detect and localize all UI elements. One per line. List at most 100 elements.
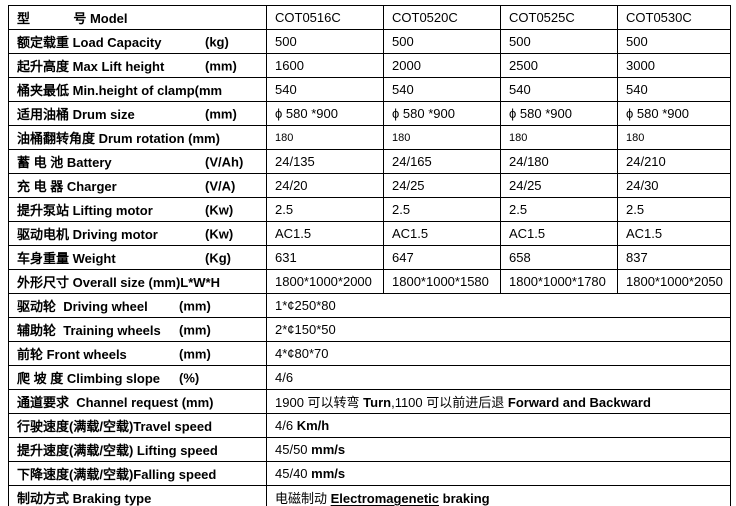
row-label: 辅助轮 Training wheels bbox=[17, 323, 161, 338]
spec-value-cell: ϕ 580 *900 bbox=[383, 101, 501, 126]
spec-label-cell: 制动方式 Braking type bbox=[8, 485, 267, 506]
spec-value-cell: AC1.5 bbox=[383, 221, 501, 246]
value-segment: 45/50 bbox=[275, 442, 312, 457]
table-row: 下降速度(满载/空载)Falling speed 45/40 mm/s bbox=[8, 461, 731, 486]
spec-value-cell: 540 bbox=[500, 77, 618, 102]
spec-merged-value-cell: 4/6 bbox=[266, 365, 731, 390]
spec-value-cell: ϕ 580 *900 bbox=[617, 101, 731, 126]
spec-value-cell: 24/25 bbox=[383, 173, 501, 198]
table-row: 外形尺寸 Overall size (mm)L*W*H 1800*1000*200… bbox=[8, 269, 731, 294]
spec-value-cell: 24/30 bbox=[617, 173, 731, 198]
spec-value-cell: 647 bbox=[383, 245, 501, 270]
row-label: 适用油桶 Drum size bbox=[17, 107, 135, 122]
spec-label-cell: 适用油桶 Drum size (mm) bbox=[8, 101, 267, 126]
spec-value-cell: COT0530C bbox=[617, 5, 731, 30]
spec-value-cell: ϕ 580 *900 bbox=[266, 101, 384, 126]
spec-value-cell: 500 bbox=[617, 29, 731, 54]
row-unit: (kg) bbox=[205, 34, 229, 49]
row-label: 充 电 器 Charger bbox=[17, 179, 117, 194]
spec-value-cell: 1800*1000*2050 bbox=[617, 269, 731, 294]
spec-value-cell: 837 bbox=[617, 245, 731, 270]
value-segment: 4*¢80*70 bbox=[275, 346, 329, 361]
spec-value-cell: 540 bbox=[266, 77, 384, 102]
spec-value-cell: 1800*1000*1580 bbox=[383, 269, 501, 294]
row-unit: (mm) bbox=[179, 322, 211, 337]
row-label: 驱动电机 Driving motor bbox=[17, 227, 158, 242]
spec-label-cell: 前轮 Front wheels (mm) bbox=[8, 341, 267, 366]
spec-label-cell: 额定载重 Load Capacity (kg) bbox=[8, 29, 267, 54]
spec-label-cell: 驱动电机 Driving motor (Kw) bbox=[8, 221, 267, 246]
misspelled-word: Electromagenetic bbox=[331, 491, 439, 506]
spec-value-cell: 2.5 bbox=[617, 197, 731, 222]
row-label: 外形尺寸 Overall size (mm)L*W*H bbox=[17, 275, 220, 290]
row-label: 额定载重 Load Capacity bbox=[17, 35, 162, 50]
spec-value-cell: 500 bbox=[266, 29, 384, 54]
table-row: 前轮 Front wheels (mm) 4*¢80*70 bbox=[8, 341, 731, 366]
table-row: 起升高度 Max Lift height (mm) 1600 2000 2500 3000 bbox=[8, 53, 731, 78]
row-label: 制动方式 Braking type bbox=[17, 491, 152, 506]
spec-label-cell: 提升速度(满载/空载) Lifting speed bbox=[8, 437, 267, 462]
spec-label-cell: 下降速度(满载/空载)Falling speed bbox=[8, 461, 267, 486]
table-row: 油桶翻转角度 Drum rotation (mm) 180 180 180 180 bbox=[8, 125, 731, 150]
row-unit: (V/A) bbox=[205, 178, 236, 193]
spec-label-cell: 外形尺寸 Overall size (mm)L*W*H bbox=[8, 269, 267, 294]
row-label: 提升速度(满载/空载) Lifting speed bbox=[17, 443, 218, 458]
spec-label-cell: 驱动轮 Driving wheel (mm) bbox=[8, 293, 267, 318]
spec-merged-value-cell: 电磁制动 Electromagenetic braking bbox=[266, 485, 731, 506]
row-label: 爬 坡 度 Climbing slope bbox=[17, 371, 161, 386]
spec-value-cell: 180 bbox=[266, 125, 384, 150]
spec-label-cell: 型 号 Model bbox=[8, 5, 267, 30]
spec-table: 型 号 Model COT0516C COT0520C COT0525C COT0530… bbox=[8, 5, 731, 506]
spec-value-cell: 540 bbox=[383, 77, 501, 102]
table-row: 车身重量 Weight (Kg) 631 647 658 837 bbox=[8, 245, 731, 270]
value-segment: ,1100 可以前进后退 bbox=[391, 395, 508, 410]
spec-value-cell: COT0525C bbox=[500, 5, 618, 30]
row-label: 行驶速度(满载/空载)Travel speed bbox=[17, 419, 213, 434]
table-row: 桶夹最低 Min.height of clamp(mm 540 540 540 540 bbox=[8, 77, 731, 102]
row-label: 通道要求 Channel request (mm) bbox=[17, 395, 214, 410]
spec-value-cell: 180 bbox=[500, 125, 618, 150]
table-row: 型 号 Model COT0516C COT0520C COT0525C COT0530… bbox=[8, 5, 731, 30]
row-label: 驱动轮 Driving wheel bbox=[17, 299, 148, 314]
value-segment: 45/40 bbox=[275, 466, 312, 481]
table-row: 蓄 电 池 Battery (V/Ah) 24/135 24/165 24/180 24/… bbox=[8, 149, 731, 174]
table-row: 辅助轮 Training wheels (mm) 2*¢150*50 bbox=[8, 317, 731, 342]
row-unit: (mm) bbox=[179, 346, 211, 361]
spec-value-cell: 2500 bbox=[500, 53, 618, 78]
table-row: 提升泵站 Lifting motor (Kw) 2.5 2.5 2.5 2.5 bbox=[8, 197, 731, 222]
value-segment: braking bbox=[442, 491, 490, 506]
spec-value-cell: 500 bbox=[500, 29, 618, 54]
value-segment: Km/h bbox=[296, 418, 330, 433]
table-row: 适用油桶 Drum size (mm) ϕ 580 *900 ϕ 580 *900 ϕ … bbox=[8, 101, 731, 126]
row-label: 起升高度 Max Lift height bbox=[17, 59, 165, 74]
value-segment: Forward and Backward bbox=[507, 395, 651, 410]
spec-value-cell: 1800*1000*2000 bbox=[266, 269, 384, 294]
table-row: 驱动轮 Driving wheel (mm) 1*¢250*80 bbox=[8, 293, 731, 318]
spec-label-cell: 爬 坡 度 Climbing slope (%) bbox=[8, 365, 267, 390]
value-segment: 电磁制动 bbox=[275, 491, 331, 506]
spec-label-cell: 车身重量 Weight (Kg) bbox=[8, 245, 267, 270]
spec-value-cell: ϕ 580 *900 bbox=[500, 101, 618, 126]
row-unit: (mm) bbox=[205, 58, 237, 73]
table-row: 提升速度(满载/空载) Lifting speed 45/50 mm/s bbox=[8, 437, 731, 462]
spec-value-cell: 2000 bbox=[383, 53, 501, 78]
spec-value-cell: 540 bbox=[617, 77, 731, 102]
spec-label-cell: 蓄 电 池 Battery (V/Ah) bbox=[8, 149, 267, 174]
row-label: 油桶翻转角度 Drum rotation (mm) bbox=[17, 131, 220, 146]
spec-value-cell: COT0520C bbox=[383, 5, 501, 30]
spec-label-cell: 辅助轮 Training wheels (mm) bbox=[8, 317, 267, 342]
spec-label-cell: 起升高度 Max Lift height (mm) bbox=[8, 53, 267, 78]
spec-value-cell: 24/135 bbox=[266, 149, 384, 174]
spec-value-cell: 3000 bbox=[617, 53, 731, 78]
spec-value-cell: 24/165 bbox=[383, 149, 501, 174]
spec-value-cell: 2.5 bbox=[266, 197, 384, 222]
spec-value-cell: 2.5 bbox=[500, 197, 618, 222]
spec-value-cell: AC1.5 bbox=[266, 221, 384, 246]
spec-value-cell: 24/210 bbox=[617, 149, 731, 174]
spec-merged-value-cell: 4/6 Km/h bbox=[266, 413, 731, 438]
row-unit: (V/Ah) bbox=[205, 154, 244, 169]
row-unit: (%) bbox=[179, 370, 200, 385]
row-label: 车身重量 Weight bbox=[17, 251, 116, 266]
spec-merged-value-cell: 45/50 mm/s bbox=[266, 437, 731, 462]
spec-label-cell: 通道要求 Channel request (mm) bbox=[8, 389, 267, 414]
